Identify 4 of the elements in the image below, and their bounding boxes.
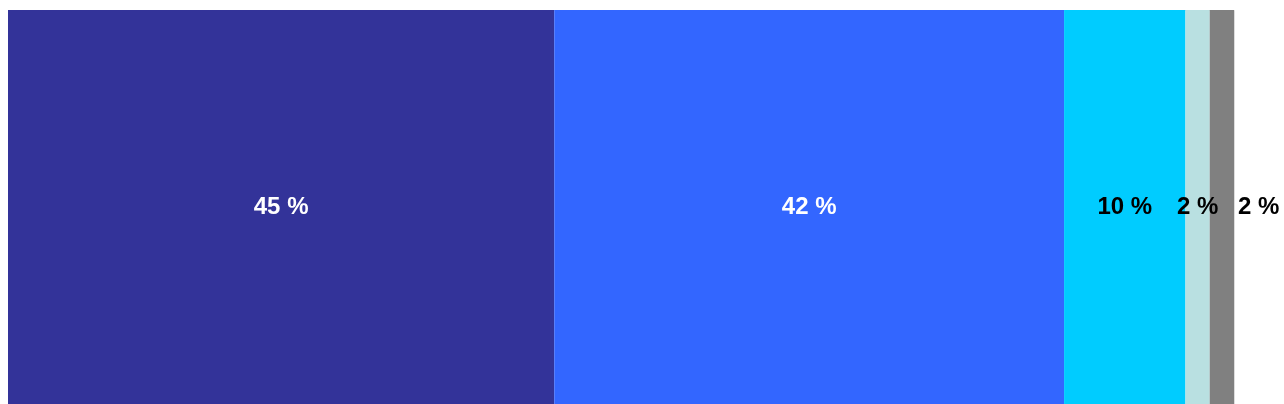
data-label: 2 % [1238,192,1280,219]
data-label: 42 % [781,192,837,219]
data-label: 45 % [253,192,309,219]
data-label: 10 % [1097,192,1153,219]
